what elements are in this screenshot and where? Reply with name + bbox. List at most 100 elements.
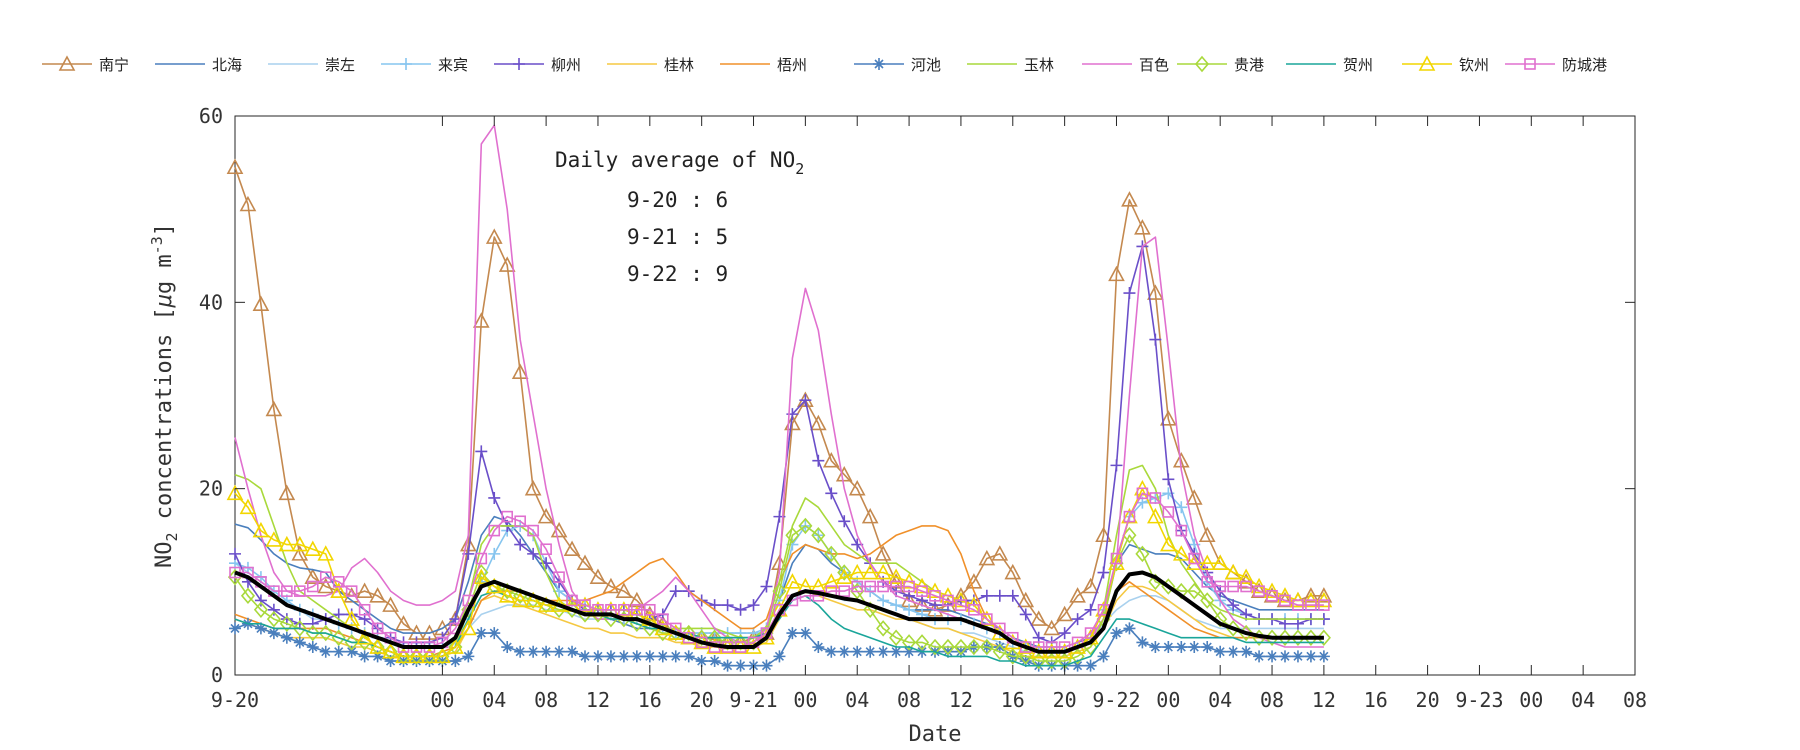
legend-label: 贵港	[1234, 56, 1264, 74]
legend-item: 柳州	[494, 56, 581, 74]
series-4	[229, 240, 1330, 649]
data-point	[1043, 619, 1061, 636]
data-point	[708, 655, 721, 668]
data-point	[1304, 650, 1317, 663]
y-axis-title-mu: μ	[152, 294, 177, 308]
data-point	[253, 601, 268, 619]
data-point	[1279, 594, 1291, 607]
data-point	[835, 466, 853, 482]
data-point	[252, 295, 270, 311]
data-point	[369, 638, 386, 654]
data-point	[966, 638, 981, 656]
data-point	[239, 195, 257, 212]
data-point	[472, 312, 490, 328]
data-point	[835, 568, 853, 584]
data-point	[1188, 552, 1201, 565]
data-point	[695, 655, 708, 668]
series-line	[234, 562, 1324, 653]
data-point	[1201, 576, 1214, 588]
x-tick-label: 12	[1312, 688, 1336, 712]
data-point	[1097, 650, 1110, 663]
data-point	[226, 158, 244, 175]
data-point	[1214, 580, 1226, 593]
data-point	[434, 647, 451, 664]
data-point	[1224, 563, 1242, 580]
series-9	[234, 124, 1324, 653]
data-point	[1175, 501, 1188, 514]
legend-label: 北海	[212, 56, 242, 74]
y-axis-title-unit: g m	[152, 254, 177, 294]
x-tick-label: 08	[1623, 688, 1647, 712]
data-point	[799, 394, 812, 407]
data-point	[344, 634, 359, 651]
legend-label: 梧州	[777, 56, 807, 74]
data-point	[981, 613, 993, 625]
data-point	[356, 629, 373, 645]
data-point	[747, 599, 760, 612]
data-point	[929, 590, 941, 602]
data-point	[498, 256, 516, 272]
legend-label: 柳州	[551, 56, 581, 74]
data-point	[1135, 545, 1150, 563]
data-point	[1030, 610, 1048, 626]
x-tick-label: 9-23	[1455, 688, 1503, 712]
legend-item: 河池	[854, 56, 941, 74]
data-point	[267, 627, 280, 640]
data-point	[848, 479, 866, 496]
data-point	[475, 552, 488, 565]
data-point	[1159, 410, 1177, 426]
data-point	[383, 643, 398, 660]
data-point	[721, 599, 734, 612]
data-point	[488, 524, 501, 537]
y-tick-label: 40	[199, 290, 223, 314]
data-point	[514, 645, 527, 658]
data-point	[721, 659, 734, 672]
legend-marker	[873, 58, 885, 70]
data-point	[382, 596, 399, 612]
data-point	[953, 638, 968, 656]
data-point	[226, 484, 244, 501]
legend-item: 来宾	[381, 56, 468, 74]
legend-label: 南宁	[99, 56, 129, 74]
data-point	[602, 577, 620, 594]
data-point	[229, 547, 241, 560]
y-axis-title-close: ]	[152, 223, 177, 236]
data-point	[332, 576, 345, 588]
data-point	[940, 638, 956, 656]
data-point	[838, 645, 851, 658]
legend-marker	[513, 58, 525, 70]
data-point	[861, 507, 879, 524]
data-point	[758, 629, 775, 645]
data-point	[772, 582, 787, 600]
x-tick-label: 04	[482, 688, 506, 712]
legend-item: 桂林	[607, 56, 694, 74]
data-point	[785, 527, 800, 544]
data-point	[345, 585, 358, 597]
data-point	[942, 594, 954, 607]
data-point	[254, 594, 267, 607]
legend-marker	[1418, 55, 1436, 71]
data-point	[1017, 591, 1035, 608]
data-point	[239, 498, 257, 515]
data-point	[579, 650, 591, 663]
x-tick-label: 00	[1156, 688, 1180, 712]
data-point	[1031, 652, 1046, 670]
x-tick-label: 08	[534, 688, 558, 712]
data-point	[396, 648, 411, 665]
data-point	[824, 545, 839, 563]
data-point	[1123, 510, 1136, 523]
data-point	[734, 659, 747, 672]
data-point	[1201, 641, 1214, 654]
legend-item: 贵港	[1177, 55, 1264, 74]
data-point	[1185, 554, 1203, 571]
data-point	[1159, 535, 1177, 552]
data-point	[371, 650, 384, 663]
data-point	[825, 645, 838, 658]
data-point	[1095, 601, 1112, 617]
data-point	[422, 648, 437, 665]
data-point	[332, 645, 345, 658]
data-point	[784, 573, 801, 589]
data-point	[1315, 587, 1333, 603]
data-point	[822, 573, 840, 589]
legend-label: 桂林	[664, 56, 694, 74]
